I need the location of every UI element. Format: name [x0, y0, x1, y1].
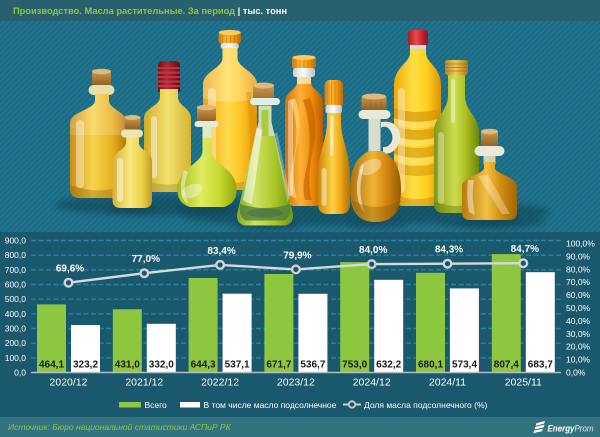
svg-text:753,0: 753,0: [342, 360, 367, 371]
svg-text:536,7: 536,7: [300, 360, 325, 371]
svg-text:807,4: 807,4: [494, 360, 519, 371]
svg-text:100,0: 100,0: [5, 353, 27, 363]
svg-text:2024/11: 2024/11: [429, 377, 466, 389]
svg-text:2022/12: 2022/12: [201, 377, 239, 389]
svg-text:Всего: Всего: [145, 400, 168, 410]
svg-text:70,0%: 70,0%: [566, 277, 591, 287]
svg-text:800,0: 800,0: [5, 250, 27, 260]
svg-text:2023/12: 2023/12: [277, 377, 315, 389]
svg-text:Доля масла подсолнечного (%): Доля масла подсолнечного (%): [364, 400, 488, 410]
svg-text:644,3: 644,3: [191, 360, 216, 371]
svg-text:200,0: 200,0: [5, 338, 27, 348]
svg-text:В том числе масло подсолнечное: В том числе масло подсолнечное: [204, 400, 337, 410]
svg-text:537,1: 537,1: [225, 360, 250, 371]
svg-text:900,0: 900,0: [5, 236, 27, 246]
svg-text:464,1: 464,1: [39, 360, 64, 371]
svg-text:2024/12: 2024/12: [353, 377, 391, 389]
svg-text:300,0: 300,0: [5, 324, 27, 334]
svg-text:573,4: 573,4: [452, 360, 477, 371]
svg-text:10,0%: 10,0%: [566, 355, 591, 365]
svg-text:2020/12: 2020/12: [50, 377, 88, 389]
svg-text:EnergyProm: EnergyProm: [548, 424, 594, 434]
svg-text:680,1: 680,1: [418, 360, 443, 371]
svg-text:431,0: 431,0: [115, 360, 140, 371]
svg-text:69,6%: 69,6%: [56, 264, 84, 275]
svg-text:500,0: 500,0: [5, 294, 27, 304]
svg-text:20,0%: 20,0%: [566, 342, 591, 352]
svg-text:77,0%: 77,0%: [132, 254, 160, 265]
svg-text:90,0%: 90,0%: [566, 251, 591, 261]
svg-text:2021/12: 2021/12: [125, 377, 163, 389]
svg-text:700,0: 700,0: [5, 265, 27, 275]
svg-text:84,0%: 84,0%: [359, 245, 387, 256]
svg-text:323,2: 323,2: [73, 360, 98, 371]
svg-text:30,0%: 30,0%: [566, 329, 591, 339]
svg-text:40,0%: 40,0%: [566, 316, 591, 326]
svg-text:50,0%: 50,0%: [566, 303, 591, 313]
svg-text:683,7: 683,7: [528, 360, 553, 371]
svg-text:0,0%: 0,0%: [566, 368, 586, 378]
svg-text:83,4%: 83,4%: [207, 246, 235, 257]
svg-text:600,0: 600,0: [5, 280, 27, 290]
svg-text:79,9%: 79,9%: [283, 250, 311, 261]
svg-text:84,7%: 84,7%: [511, 244, 539, 255]
svg-text:0,0: 0,0: [14, 368, 26, 378]
svg-text:60,0%: 60,0%: [566, 290, 591, 300]
svg-text:2025/11: 2025/11: [505, 377, 542, 389]
svg-text:400,0: 400,0: [5, 309, 27, 319]
svg-text:80,0%: 80,0%: [566, 264, 591, 274]
svg-text:632,2: 632,2: [376, 360, 401, 371]
svg-text:671,7: 671,7: [266, 360, 291, 371]
svg-text:332,0: 332,0: [149, 360, 174, 371]
svg-text:100,0%: 100,0%: [566, 239, 595, 249]
svg-text:84,3%: 84,3%: [435, 245, 463, 256]
